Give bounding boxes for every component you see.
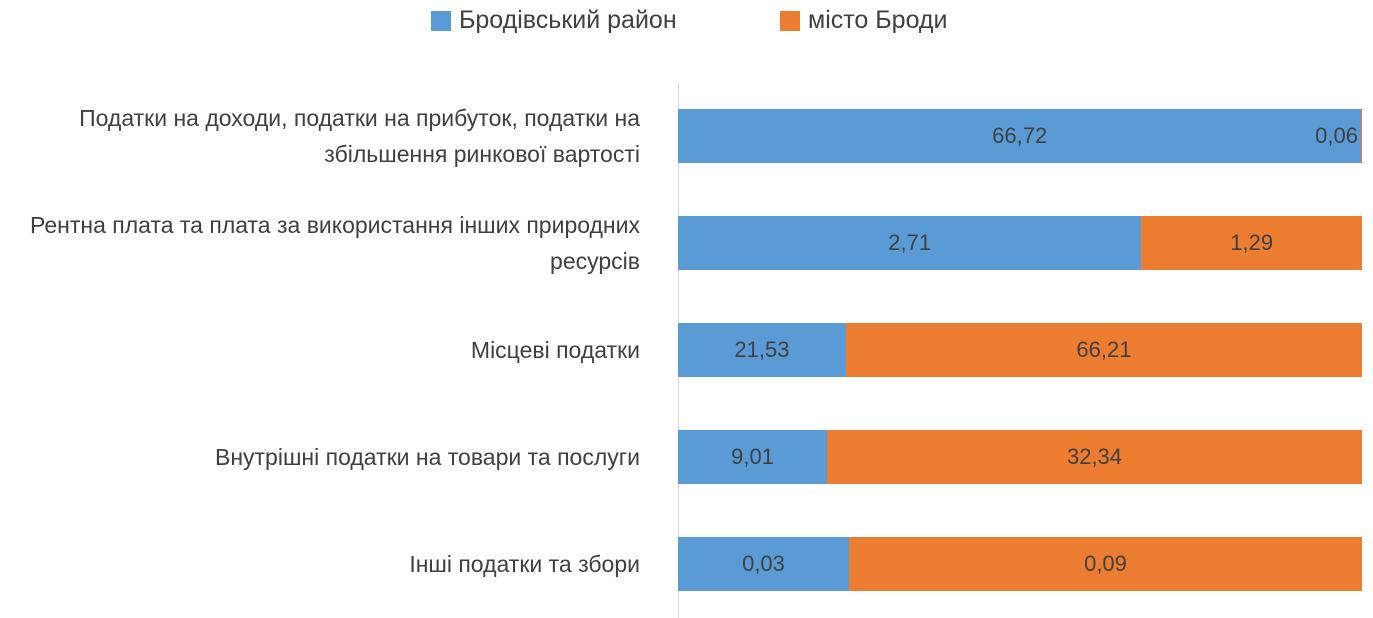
bar-segment: 66,72 — [678, 108, 1362, 163]
data-label: 32,34 — [1066, 444, 1123, 470]
data-label: 66,21 — [1076, 337, 1132, 362]
category-label: Податки на доходи, податки на прибуток, … — [79, 104, 640, 167]
legend-item: Бродівський район — [431, 6, 677, 35]
category-label: Внутрішні податки на товари та послуги — [214, 444, 640, 471]
data-label: 1,29 — [1230, 229, 1274, 255]
bar-segment: 66,21 — [845, 323, 1362, 377]
data-label: 0,03 — [742, 551, 785, 577]
bar-segment: 2,71 — [678, 215, 1142, 270]
data-label: 0,09 — [1084, 551, 1127, 577]
data-label: 2,71 — [888, 229, 932, 255]
data-label: 66,72 — [992, 122, 1048, 148]
data-label: 9,01 — [731, 444, 774, 470]
data-label: 21,53 — [734, 337, 790, 362]
legend-swatch — [780, 10, 800, 31]
legend-item: місто Броди — [780, 6, 947, 35]
bar-segment: 0,09 — [849, 537, 1362, 592]
data-label: 0,06 — [1315, 122, 1358, 148]
bar-segment: 32,34 — [827, 430, 1362, 485]
bar-segment: 21,53 — [678, 323, 846, 377]
category-label: Місцеві податки — [470, 337, 640, 363]
bar-segment: 0,03 — [678, 537, 849, 592]
legend-swatch — [431, 10, 451, 31]
legend-label: місто Броди — [808, 6, 948, 34]
legend-label: Бродівський район — [459, 6, 677, 34]
bar-segment: 0,06 — [1315, 108, 1362, 163]
category-label: Рентна плата та плата за використання ін… — [30, 211, 640, 274]
bar-segment: 9,01 — [678, 430, 828, 485]
category-label: Інші податки та збори — [409, 551, 640, 578]
bar-segment: 1,29 — [1141, 215, 1362, 270]
